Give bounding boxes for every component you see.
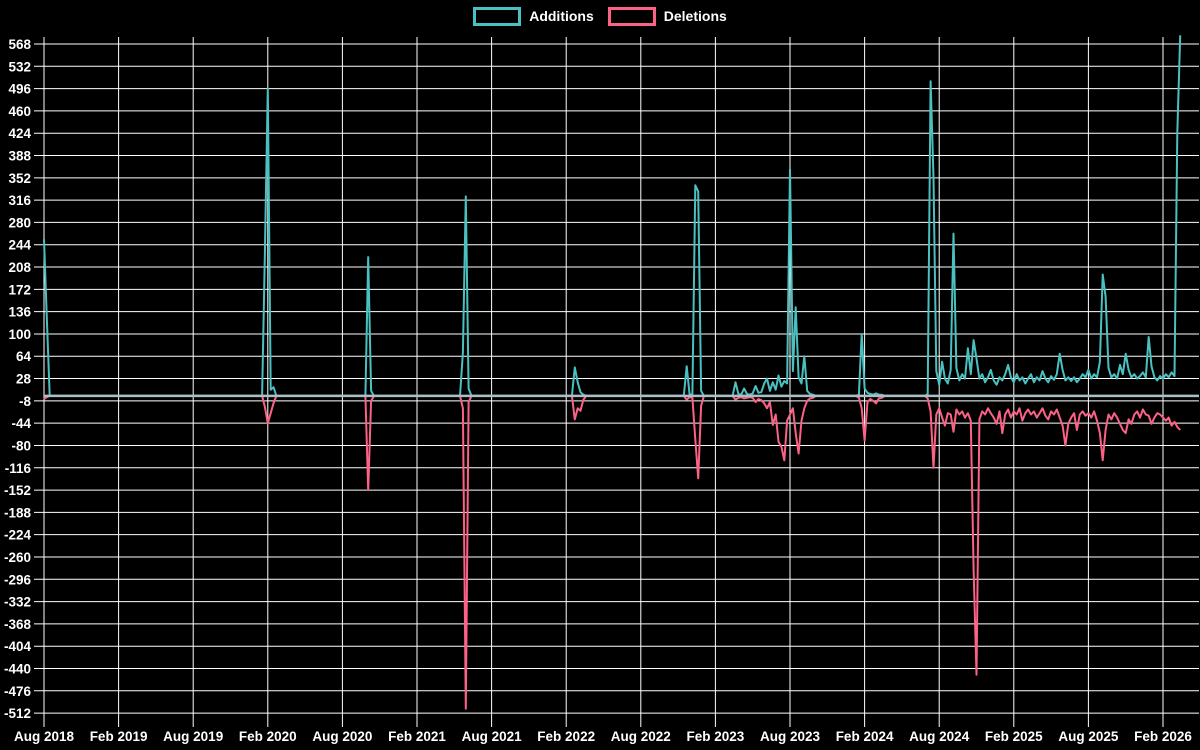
x-tick-label: Aug 2019	[163, 729, 223, 744]
deletions-line	[43, 394, 1181, 710]
legend-item-deletions[interactable]: Deletions	[607, 6, 727, 26]
x-tick-label: Feb 2022	[537, 729, 595, 744]
y-tick-label: 460	[8, 104, 31, 119]
additions-line	[43, 35, 1182, 397]
x-tick-label: Feb 2026	[1134, 729, 1192, 744]
y-tick-label: -224	[4, 528, 32, 543]
y-tick-label: 28	[16, 372, 32, 387]
y-tick-label: -332	[4, 595, 31, 610]
y-tick-label: -116	[5, 461, 32, 476]
x-tick-label: Feb 2020	[239, 729, 297, 744]
y-tick-label: 316	[8, 193, 31, 208]
y-tick-label: -188	[4, 505, 32, 520]
y-tick-label: -260	[4, 550, 31, 565]
x-tick-label: Feb 2023	[687, 729, 745, 744]
y-tick-label: -368	[4, 617, 32, 632]
y-tick-label: 244	[8, 238, 31, 253]
y-tick-label: -152	[4, 483, 31, 498]
y-tick-label: 136	[8, 305, 31, 320]
y-tick-label: 208	[8, 260, 31, 275]
x-tick-label: Feb 2021	[388, 729, 446, 744]
chart-legend: Additions Deletions	[0, 6, 1200, 26]
y-tick-label: 280	[8, 215, 31, 230]
y-tick-label: 64	[16, 349, 32, 364]
y-tick-label: 532	[8, 59, 31, 74]
deletions-swatch-icon	[607, 6, 656, 26]
x-tick-label: Aug 2021	[462, 729, 523, 744]
y-tick-label: -440	[4, 661, 31, 676]
y-tick-label: -8	[19, 394, 31, 409]
x-tick-label: Aug 2023	[760, 729, 821, 744]
y-tick-label: 352	[8, 171, 31, 186]
additions-swatch-icon	[473, 6, 522, 26]
y-tick-label: -296	[4, 572, 32, 587]
x-tick-label: Aug 2025	[1058, 729, 1119, 744]
legend-label-additions: Additions	[529, 8, 594, 24]
y-tick-label: 496	[8, 82, 31, 97]
x-tick-label: Aug 2020	[312, 729, 372, 744]
y-tick-label: 388	[8, 149, 31, 164]
y-tick-label: 568	[8, 37, 31, 52]
x-tick-label: Feb 2019	[90, 729, 148, 744]
x-tick-label: Feb 2024	[836, 729, 894, 744]
y-tick-label: -476	[4, 684, 32, 699]
x-tick-label: Aug 2022	[611, 729, 671, 744]
y-tick-label: 172	[8, 282, 31, 297]
y-tick-label: -44	[11, 416, 31, 431]
y-tick-label: -80	[11, 438, 31, 453]
legend-item-additions[interactable]: Additions	[473, 6, 594, 26]
y-tick-label: -404	[4, 639, 32, 654]
y-tick-label: 424	[8, 126, 31, 141]
x-tick-label: Aug 2024	[909, 729, 970, 744]
y-tick-label: 100	[8, 327, 31, 342]
x-tick-label: Feb 2025	[985, 729, 1043, 744]
legend-label-deletions: Deletions	[663, 8, 727, 24]
x-tick-label: Aug 2018	[14, 729, 75, 744]
y-tick-label: -512	[4, 706, 31, 721]
